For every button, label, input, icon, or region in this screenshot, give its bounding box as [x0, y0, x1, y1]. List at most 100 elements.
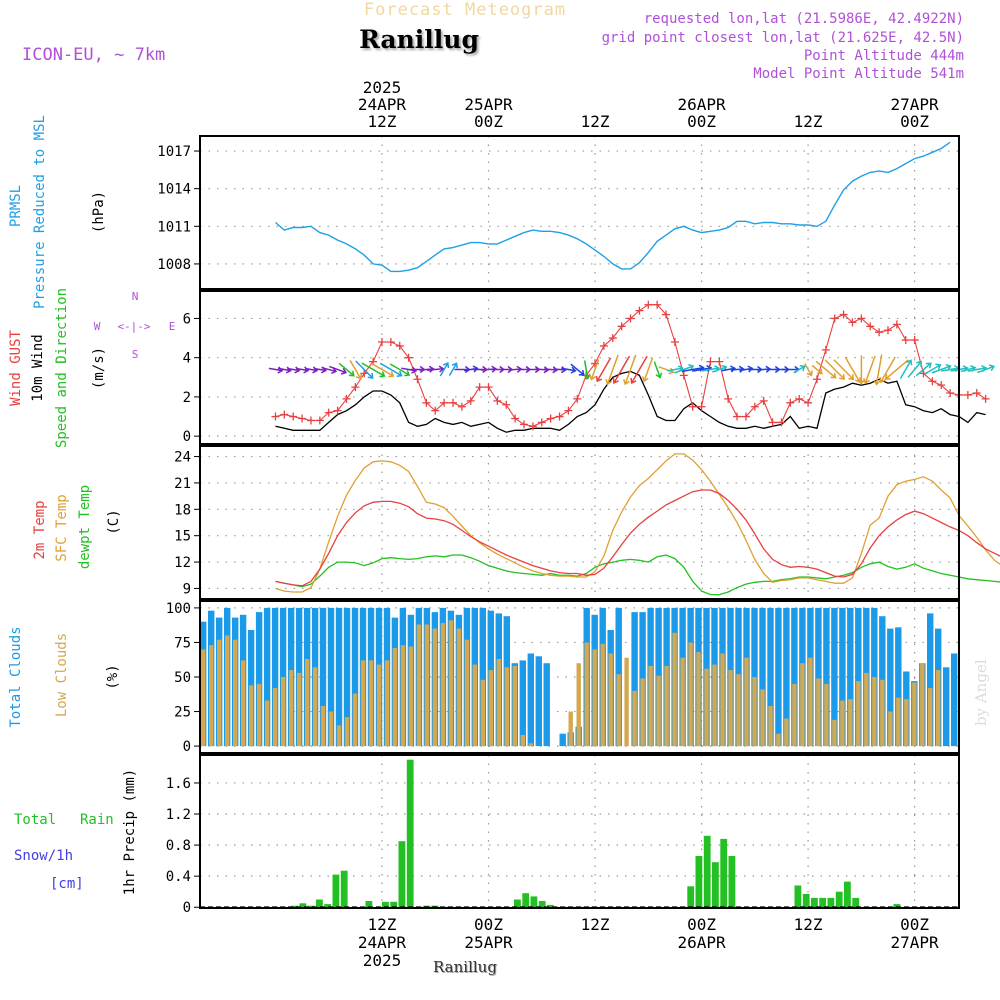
low-cloud-bar: [720, 653, 725, 747]
y-tick-label: 0: [183, 429, 191, 445]
wind-arrow-shape: [721, 365, 737, 373]
top-time-date: 26APR: [677, 95, 726, 114]
rain-bar: [827, 897, 835, 908]
low-cloud-bar: [688, 642, 693, 747]
gust-point: [741, 412, 750, 421]
rain-bar: [720, 838, 728, 908]
model-altitude: Model Point Altitude 541m: [753, 66, 964, 82]
low-cloud-bar: [776, 733, 781, 747]
wind-arrow: [641, 357, 654, 383]
low-cloud-bar: [928, 688, 933, 747]
low-cloud-bar: [832, 719, 837, 747]
low-cloud-bar: [784, 718, 789, 747]
wind-arrow-shape: [589, 359, 600, 381]
rain-bar: [852, 897, 860, 908]
y-tick-label: 0: [183, 739, 191, 755]
low-cloud-bar: [217, 639, 222, 747]
gust-point: [883, 326, 892, 335]
wind-arrow-shape: [535, 366, 550, 374]
rain-bar: [307, 905, 315, 908]
gust-label: Wind GUST: [8, 330, 24, 406]
gust-point: [812, 375, 821, 384]
total-cloud-bar: [631, 612, 638, 747]
wind-arrow: [863, 355, 876, 385]
low-cloud-bar: [616, 674, 621, 747]
bottom-time-hour: 00Z: [687, 915, 716, 934]
precip-unit: 1hr Precip (mm): [122, 769, 138, 895]
gust-point: [697, 402, 706, 411]
gust-point: [972, 389, 981, 397]
gust-point: [777, 418, 786, 427]
low-cloud-bar: [672, 632, 677, 747]
wind-arrow-shape: [605, 354, 619, 386]
gust-point: [724, 394, 733, 403]
gust-point: [537, 418, 546, 427]
gust-point: [795, 394, 804, 403]
gust-point: [981, 394, 990, 403]
total-cloud-bar: [535, 656, 542, 747]
top-time-hour: 00Z: [687, 112, 716, 131]
low-cloud-bar: [696, 652, 701, 747]
rain-bar: [844, 881, 851, 908]
total-cloud-label: Total Clouds: [8, 626, 24, 727]
requested-coords: requested lon,lat (21.5986E, 42.4922N): [644, 11, 964, 27]
gust-point: [679, 371, 688, 380]
wind-arrow: [793, 364, 806, 374]
wind-arrow-shape: [899, 359, 913, 380]
low-cloud-bar: [472, 664, 477, 747]
rain-bar: [811, 897, 818, 908]
wind-arrow: [873, 354, 883, 386]
wind-arrow: [630, 355, 648, 385]
wind-arrow: [361, 362, 386, 378]
wind-arrow: [884, 359, 909, 380]
gust-point: [617, 322, 626, 331]
low-cloud-bar: [912, 682, 917, 747]
total-cloud-bar: [927, 613, 934, 747]
subtitle: Forecast Meteogram: [364, 0, 566, 20]
wind-arrow-shape: [873, 354, 883, 386]
gust-point: [937, 381, 946, 390]
wind-arrow-shape: [419, 365, 435, 373]
gust-point: [644, 300, 653, 309]
gust-point: [395, 341, 404, 350]
low-cloud-bar: [248, 685, 254, 747]
low-cloud-bar: [896, 697, 901, 747]
top-time-hour: 12Z: [368, 112, 397, 131]
gust-point: [688, 402, 697, 411]
wind-arrow-shape: [612, 355, 631, 385]
gust-point: [839, 310, 848, 319]
y-tick-label: 25: [174, 705, 191, 721]
wind-arrow: [401, 366, 418, 374]
total-cloud-bar: [855, 607, 862, 747]
wind-arrow: [623, 354, 637, 386]
rain-bar: [687, 886, 695, 908]
wind-arrow: [879, 356, 896, 384]
total-cloud-bar: [839, 607, 846, 747]
y-tick-label: 1011: [157, 219, 191, 235]
wind-arrow-shape: [653, 361, 663, 379]
bottom-time-hour: 12Z: [368, 915, 397, 934]
gust-point: [475, 383, 484, 392]
dewpt-line: [275, 554, 1000, 596]
low-cloud-bar: [656, 675, 661, 747]
bottom-time-date: 27APR: [891, 933, 940, 952]
compass-n: N: [132, 290, 139, 303]
gust-point: [573, 394, 582, 403]
low-cloud-bar: [296, 672, 302, 747]
wind-arrow-shape: [884, 359, 909, 380]
low-cloud-bar: [320, 706, 326, 747]
wind-arrow-shape: [907, 360, 922, 378]
low-cloud-bar: [209, 645, 214, 747]
low-cloud-bar: [624, 657, 629, 747]
low-cloud-bar: [416, 624, 422, 747]
gust-point: [466, 396, 475, 405]
pressure-label-1: PRMSL: [8, 185, 24, 227]
temp-2m-label: 2m Temp: [32, 500, 48, 559]
wind-arrow: [389, 363, 411, 377]
wind-arrow: [439, 361, 450, 377]
y-tick-label: 2: [183, 390, 191, 406]
wind-arrow-shape: [561, 366, 577, 374]
low-cloud-bar: [233, 639, 238, 747]
wind-arrow: [811, 364, 823, 375]
wind-arrow: [583, 360, 591, 380]
